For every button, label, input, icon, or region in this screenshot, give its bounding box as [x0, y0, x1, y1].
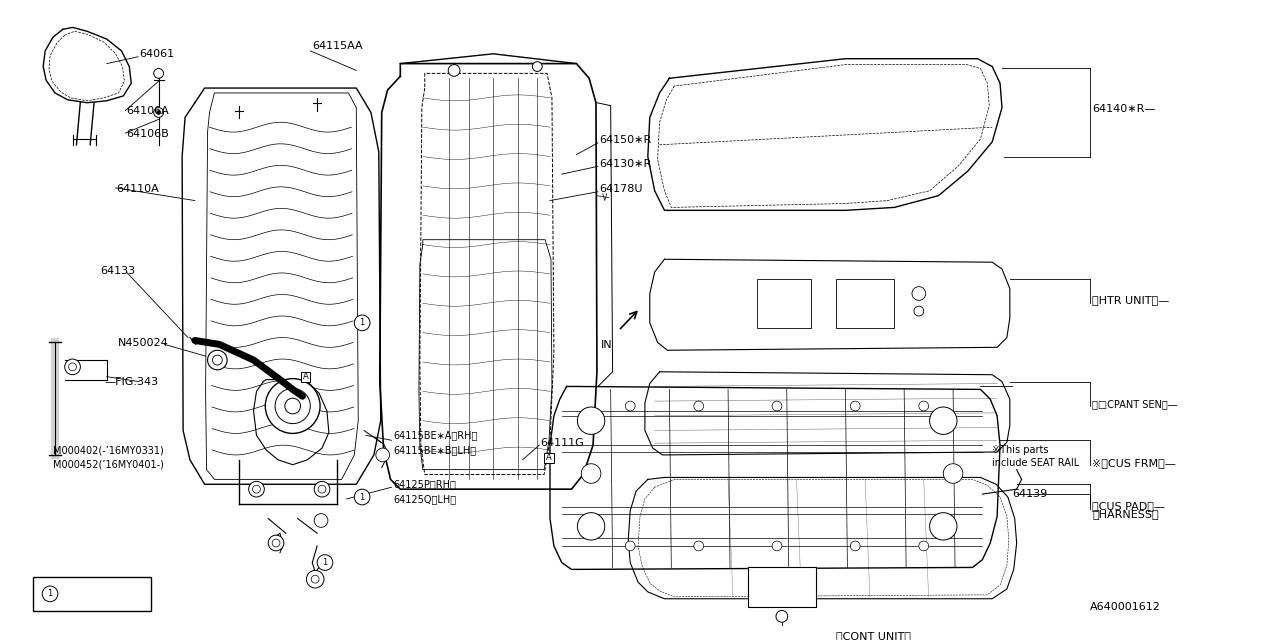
Circle shape	[269, 535, 284, 551]
Circle shape	[929, 513, 957, 540]
Circle shape	[285, 398, 301, 414]
Bar	[33, 577, 151, 611]
Text: 64125Q〈LH〉: 64125Q〈LH〉	[393, 494, 457, 504]
Polygon shape	[648, 59, 1002, 211]
Text: 〈HTR UNIT〉—: 〈HTR UNIT〉—	[1092, 296, 1169, 305]
Circle shape	[154, 108, 164, 117]
Text: A: A	[547, 453, 552, 462]
Text: A: A	[302, 372, 308, 381]
Polygon shape	[645, 372, 1010, 455]
Text: 64133: 64133	[100, 266, 136, 276]
Circle shape	[156, 111, 160, 115]
Circle shape	[694, 541, 704, 551]
Circle shape	[273, 539, 280, 547]
Circle shape	[626, 541, 635, 551]
Circle shape	[248, 481, 264, 497]
Circle shape	[355, 489, 370, 505]
Circle shape	[154, 68, 164, 78]
Polygon shape	[550, 387, 1000, 570]
Circle shape	[776, 611, 787, 622]
Circle shape	[355, 315, 370, 331]
Circle shape	[252, 485, 260, 493]
Circle shape	[319, 485, 326, 493]
Text: 64140∗R—: 64140∗R—	[1092, 104, 1156, 114]
Text: 64106B: 64106B	[127, 129, 169, 139]
Circle shape	[207, 350, 227, 370]
Circle shape	[212, 355, 223, 365]
Text: include SEAT RAIL: include SEAT RAIL	[992, 458, 1079, 468]
Text: 1: 1	[47, 589, 52, 598]
Text: 1: 1	[360, 318, 365, 327]
Text: M000402(-’16MY0331): M000402(-’16MY0331)	[52, 445, 164, 455]
Circle shape	[265, 379, 320, 433]
Text: 64115AA: 64115AA	[312, 41, 362, 51]
Circle shape	[577, 407, 604, 435]
Text: 64130∗R: 64130∗R	[599, 159, 652, 170]
Circle shape	[69, 363, 77, 371]
Text: 1: 1	[360, 493, 365, 502]
Circle shape	[314, 514, 328, 527]
Circle shape	[911, 287, 925, 300]
Text: 64115BE∗B〈LH〉: 64115BE∗B〈LH〉	[393, 445, 476, 455]
Circle shape	[929, 407, 957, 435]
Polygon shape	[628, 477, 1016, 599]
Polygon shape	[650, 259, 1010, 350]
Circle shape	[919, 541, 928, 551]
Text: 〈HARNESS〉: 〈HARNESS〉	[1092, 509, 1158, 519]
Circle shape	[314, 481, 330, 497]
Text: ※This parts: ※This parts	[992, 445, 1048, 455]
Circle shape	[694, 401, 704, 411]
Text: 〈CUS PAD〉—: 〈CUS PAD〉—	[1092, 501, 1165, 511]
Circle shape	[65, 359, 81, 374]
Text: 64125P〈RH〉: 64125P〈RH〉	[393, 479, 457, 490]
Text: 64139: 64139	[1011, 489, 1047, 499]
Circle shape	[919, 401, 928, 411]
Text: ※〈CUS FRM〉—: ※〈CUS FRM〉—	[1092, 458, 1176, 468]
Polygon shape	[182, 88, 380, 484]
Circle shape	[306, 570, 324, 588]
Text: 〈□CPANT SEN〉—: 〈□CPANT SEN〉—	[1092, 399, 1178, 409]
Circle shape	[850, 541, 860, 551]
Circle shape	[626, 401, 635, 411]
Circle shape	[772, 401, 782, 411]
Text: A640001612: A640001612	[1091, 602, 1161, 612]
Polygon shape	[380, 63, 596, 489]
Text: 64150∗R: 64150∗R	[599, 135, 652, 145]
Circle shape	[376, 448, 389, 462]
Text: 64115BE∗A〈RH〉: 64115BE∗A〈RH〉	[393, 431, 477, 440]
Circle shape	[850, 401, 860, 411]
Circle shape	[943, 464, 963, 483]
Bar	[544, 453, 554, 463]
Text: 1: 1	[323, 558, 328, 567]
Bar	[758, 279, 812, 328]
Circle shape	[42, 586, 58, 602]
Text: IN: IN	[600, 340, 613, 351]
Polygon shape	[748, 568, 817, 607]
Text: —FIG.343: —FIG.343	[105, 377, 159, 387]
Text: 64106A: 64106A	[127, 106, 169, 116]
Text: 64110A: 64110A	[116, 184, 159, 194]
Text: 64111G: 64111G	[540, 438, 584, 448]
Circle shape	[317, 555, 333, 570]
Circle shape	[311, 575, 319, 583]
Circle shape	[581, 464, 600, 483]
Circle shape	[532, 61, 543, 72]
Text: 64061: 64061	[140, 49, 174, 59]
Text: 〈CONT UNIT〉: 〈CONT UNIT〉	[836, 631, 910, 640]
Circle shape	[772, 541, 782, 551]
Text: M000452(’16MY0401-): M000452(’16MY0401-)	[52, 460, 164, 470]
Text: 64178U: 64178U	[599, 184, 643, 194]
Circle shape	[914, 306, 924, 316]
Text: Q710007: Q710007	[65, 585, 115, 595]
Circle shape	[577, 513, 604, 540]
Polygon shape	[44, 28, 132, 103]
Bar	[836, 279, 895, 328]
Bar	[301, 372, 310, 381]
Text: N450024: N450024	[118, 337, 168, 348]
Circle shape	[275, 388, 310, 424]
Circle shape	[448, 65, 460, 76]
